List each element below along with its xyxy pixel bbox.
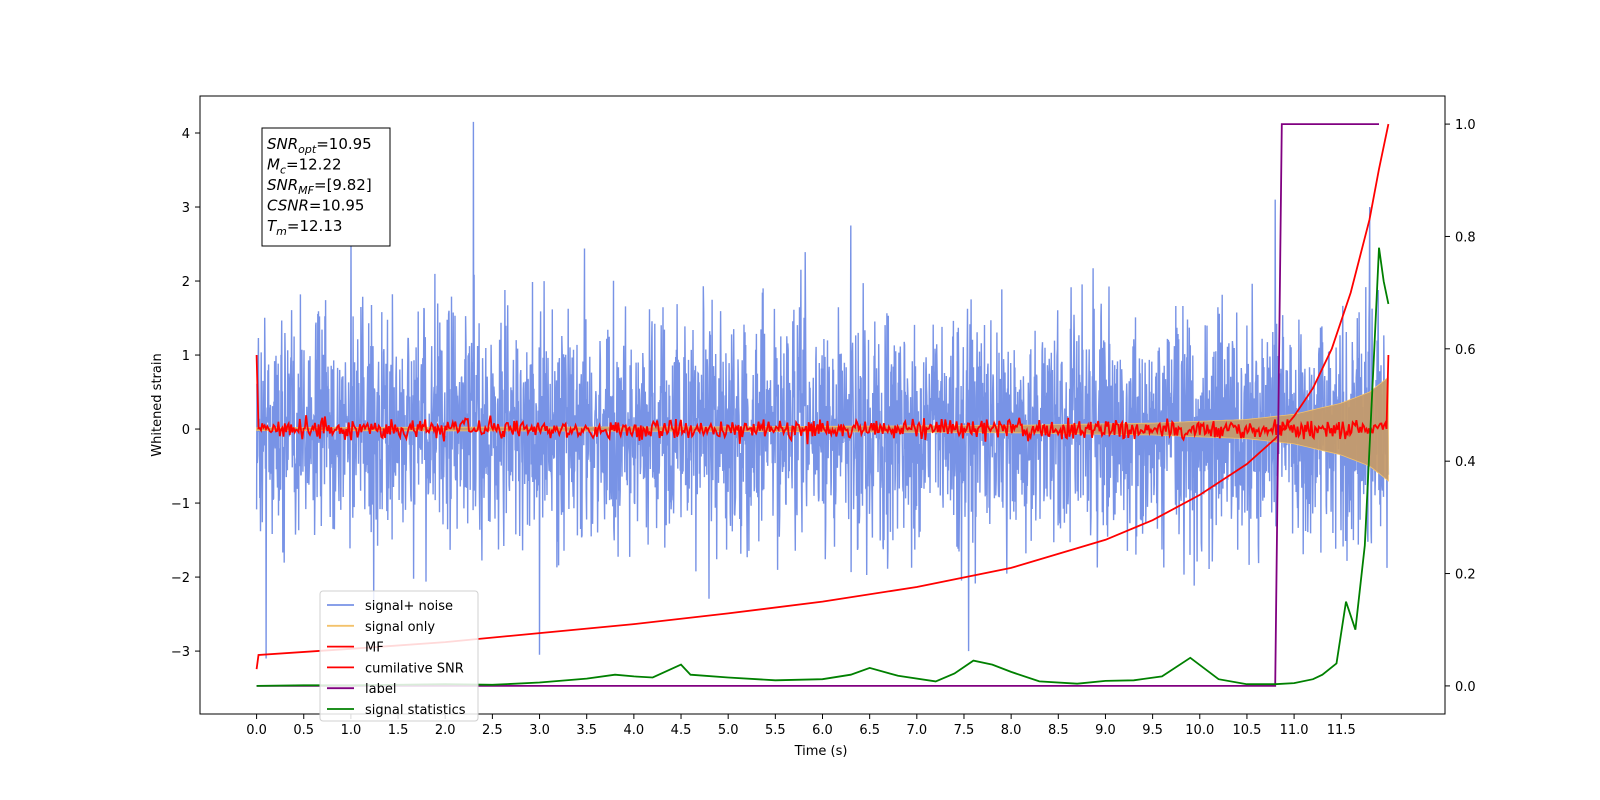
x-axis: 0.0 0.5 1.0 1.5 2.0 2.5 3.0 3.5 4.0 4.5 5.0 5.5 6.0 6… [246,714,1356,738]
x-tick-label: 3.0 [529,723,550,738]
series-cumilative-snr [255,123,1390,670]
x-tick-label: 0.0 [246,723,267,738]
series-layer [255,121,1390,687]
x-tick-label: 1.0 [341,723,362,738]
y-axis-right: 1.0 0.8 0.6 0.4 0.2 0.0 [1445,118,1476,695]
y2-tick-label: 1.0 [1455,118,1476,133]
legend-entry: signal only [365,620,435,635]
series-mf [255,354,1390,445]
y-tick-label: 3 [182,201,190,216]
x-tick-label: 8.0 [1001,723,1022,738]
x-tick-label: 3.5 [576,723,597,738]
x-tick-label: 2.0 [435,723,456,738]
legend-entry: signal statistics [365,703,466,718]
x-tick-label: 11.5 [1327,723,1356,738]
annotation-box: SNRopt=10.95Mc=12.22SNRMF=[9.82]CSNR=10.… [261,127,391,247]
y-tick-label: 0 [182,423,190,438]
annotation-line: SNRMF=[9.82] [267,176,372,197]
x-tick-label: 8.5 [1048,723,1069,738]
y2-tick-label: 0.2 [1455,568,1476,583]
series-signal-noise [255,121,1390,659]
x-tick-label: 6.0 [812,723,833,738]
x-tick-label: 7.0 [906,723,927,738]
y-axis-left: 4 3 2 1 0 −1 −2 −3 [171,127,200,660]
x-tick-label: 10.0 [1185,723,1214,738]
legend-frame [319,590,479,722]
y-tick-label: 4 [182,127,190,142]
x-tick-label: 0.5 [293,723,314,738]
legend-entry: label [365,682,396,697]
annotation-line: Mc=12.22 [267,156,342,177]
x-tick-label: 4.5 [671,723,692,738]
legend-entry: signal+ noise [365,599,453,614]
y2-tick-label: 0.8 [1455,230,1476,245]
annotation-line: Tm=12.13 [267,217,342,238]
x-tick-label: 10.5 [1232,723,1261,738]
series-signal-statistics [256,247,1390,687]
x-tick-label: 5.5 [765,723,786,738]
series-label [256,123,1379,687]
x-tick-label: 11.0 [1280,723,1309,738]
x-tick-label: 2.5 [482,723,503,738]
legend: signal+ noise signal only MF cumilative SNR… [319,590,479,722]
x-axis-label: Time (s) [794,744,848,759]
x-tick-label: 1.5 [388,723,409,738]
x-tick-label: 9.0 [1095,723,1116,738]
y2-tick-label: 0.6 [1455,343,1476,358]
y-tick-label: 2 [182,275,190,290]
y2-tick-label: 0.0 [1455,680,1476,695]
y-tick-label: −2 [171,571,190,586]
legend-entry: cumilative SNR [365,661,464,676]
y2-tick-label: 0.4 [1455,455,1476,470]
x-tick-label: 9.5 [1142,723,1163,738]
x-tick-label: 6.5 [859,723,880,738]
y-tick-label: 1 [182,349,190,364]
legend-entry: MF [365,641,384,656]
annotation-line: SNRopt=10.95 [267,135,372,156]
y-tick-label: −3 [171,645,190,660]
x-tick-label: 7.5 [954,723,975,738]
annotation-frame [261,127,391,247]
y-tick-label: −1 [171,497,190,512]
annotation-line: CSNR=10.95 [267,197,364,215]
x-tick-label: 5.0 [718,723,739,738]
x-tick-label: 4.0 [624,723,645,738]
y-axis-label: Whitened strain [150,353,165,456]
